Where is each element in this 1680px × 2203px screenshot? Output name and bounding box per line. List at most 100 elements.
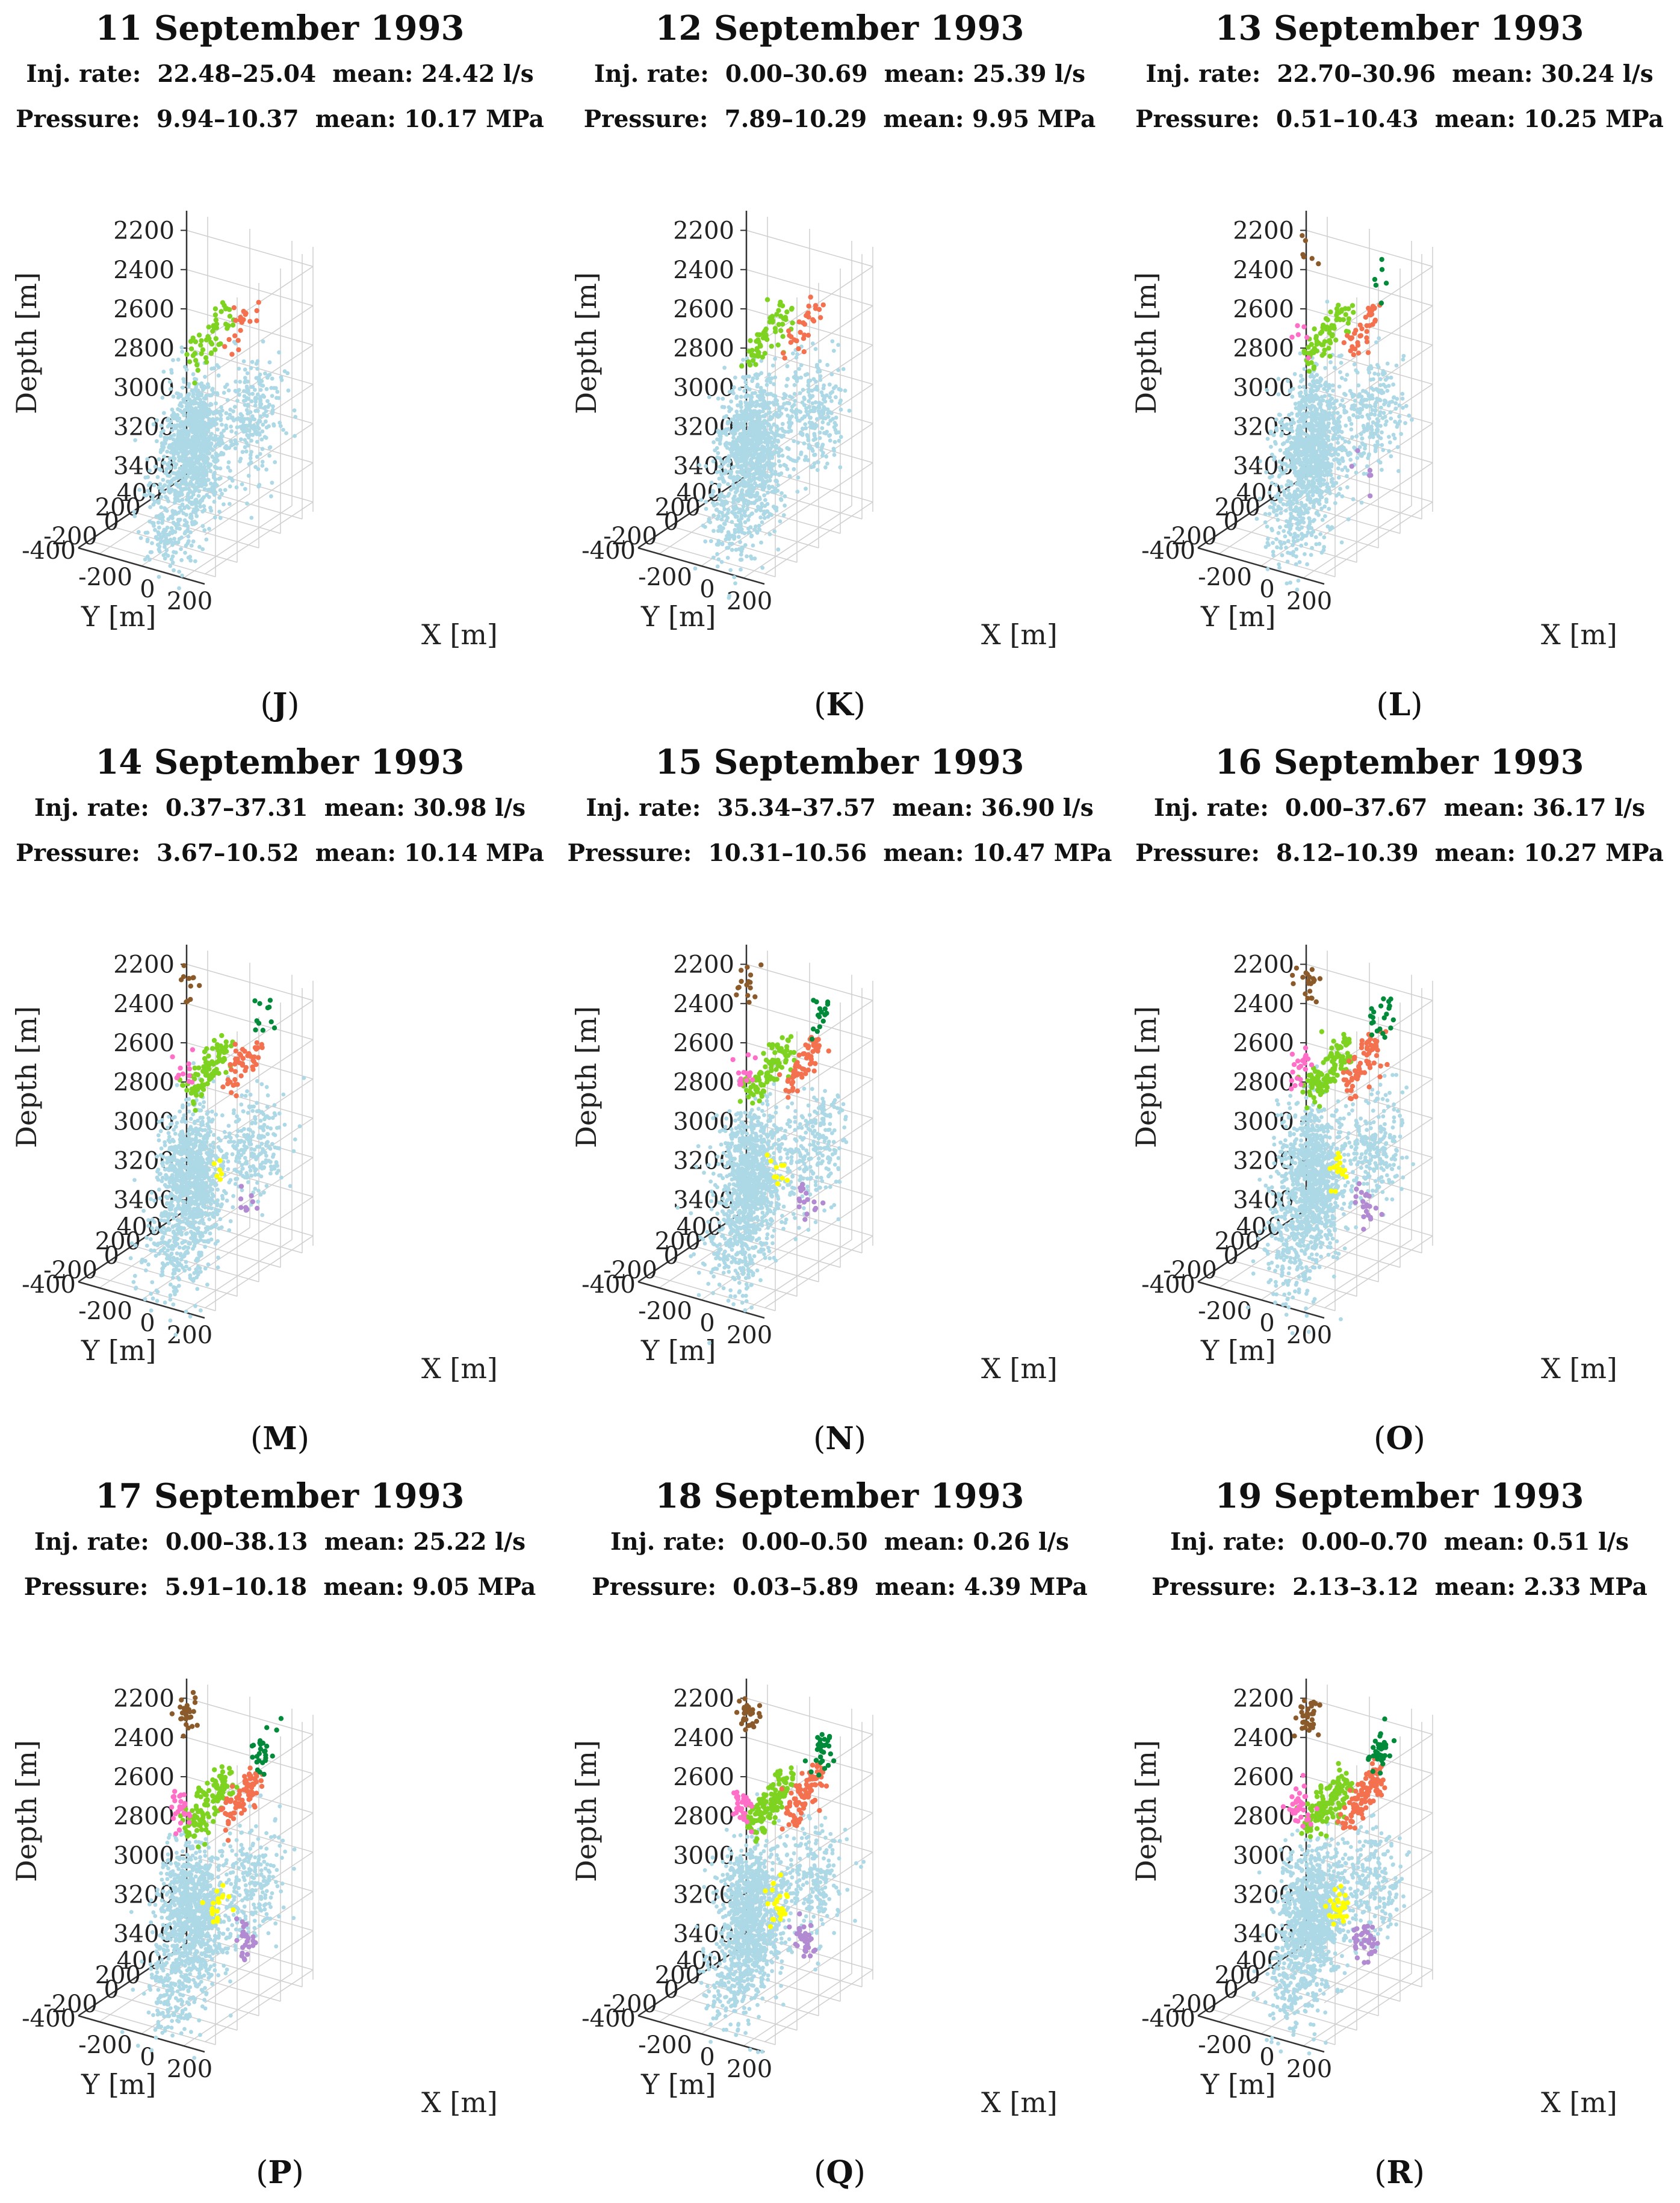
data-point	[1312, 346, 1317, 351]
data-point	[801, 388, 805, 392]
data-point	[1299, 467, 1304, 471]
data-point	[244, 408, 249, 412]
data-point	[239, 437, 243, 442]
depth-axis-label: Depth [m]	[10, 272, 43, 414]
data-point	[721, 526, 725, 530]
data-point	[833, 427, 838, 432]
data-point	[807, 379, 811, 383]
data-point	[1313, 419, 1318, 424]
data-point	[224, 426, 229, 430]
data-point	[1397, 403, 1402, 408]
data-point	[164, 509, 169, 513]
data-point	[739, 464, 744, 468]
data-point	[1361, 388, 1365, 393]
data-point	[1348, 348, 1353, 353]
data-point	[1318, 483, 1323, 488]
data-point	[1360, 414, 1365, 419]
data-point	[1344, 423, 1348, 428]
data-point	[1317, 541, 1322, 546]
data-point	[1300, 525, 1304, 530]
data-point	[238, 328, 243, 333]
data-point	[1278, 539, 1282, 544]
data-point	[1324, 450, 1328, 455]
data-point	[213, 433, 218, 438]
data-point	[1288, 526, 1293, 531]
data-point	[1271, 541, 1275, 545]
data-point	[816, 369, 820, 374]
y-tick-label: 0	[104, 508, 119, 536]
data-point	[243, 486, 247, 491]
data-point	[253, 1120, 258, 1125]
data-point	[166, 553, 170, 558]
data-point	[1304, 414, 1308, 418]
data-point	[1274, 417, 1279, 422]
data-point	[155, 418, 160, 423]
data-point	[1340, 436, 1345, 441]
data-point	[766, 446, 771, 451]
grid-line	[186, 347, 314, 385]
data-point	[1278, 412, 1282, 417]
data-point	[745, 408, 749, 412]
data-point	[1342, 405, 1347, 409]
x-tick-label: 200	[167, 588, 212, 615]
data-point	[160, 396, 165, 400]
data-point	[732, 507, 736, 512]
data-point	[1263, 512, 1268, 517]
data-point	[216, 373, 221, 378]
data-point	[145, 457, 150, 462]
data-point	[1318, 442, 1323, 446]
y-tick-label: -400	[1141, 537, 1195, 565]
data-point	[211, 417, 215, 421]
data-point	[1337, 354, 1342, 358]
data-point	[200, 547, 205, 552]
data-point	[770, 400, 775, 405]
data-point	[741, 451, 746, 455]
data-point	[147, 491, 152, 496]
data-point	[188, 427, 193, 431]
data-point	[719, 473, 724, 477]
data-point	[747, 387, 752, 392]
data-point	[209, 424, 213, 429]
data-point	[802, 396, 807, 400]
data-point	[1306, 530, 1310, 535]
data-point	[193, 559, 197, 564]
data-point	[178, 403, 182, 408]
data-point	[731, 479, 736, 483]
data-point	[1364, 329, 1369, 334]
data-point	[761, 458, 766, 462]
data-point	[1292, 497, 1296, 502]
data-point	[163, 545, 167, 549]
data-point	[187, 505, 191, 510]
data-point	[188, 515, 193, 520]
data-point	[1295, 526, 1300, 530]
depth-tick-label: 2200	[673, 217, 734, 245]
data-point	[1328, 443, 1333, 447]
data-point	[767, 372, 772, 377]
data-point	[1315, 432, 1320, 437]
data-point	[763, 504, 767, 508]
data-point	[238, 459, 242, 464]
depth-axis-label: Depth [m]	[10, 1006, 43, 1148]
data-point	[737, 456, 742, 461]
data-point	[1349, 464, 1354, 469]
data-point	[1299, 536, 1304, 541]
data-point	[269, 494, 273, 499]
data-point	[188, 457, 193, 462]
data-point	[757, 429, 762, 433]
data-point	[1265, 524, 1269, 529]
panel-K: 12 September 1993 Inj. rate: 0.00–30.69 m…	[560, 0, 1120, 734]
data-point	[733, 527, 737, 532]
data-point	[216, 342, 222, 347]
data-point	[782, 402, 787, 406]
data-point	[732, 486, 736, 490]
data-point	[739, 567, 743, 572]
data-point	[812, 461, 817, 466]
data-point	[739, 435, 743, 440]
data-point	[742, 501, 746, 506]
data-point	[263, 420, 268, 424]
data-point	[1343, 465, 1348, 470]
depth-tick-label: 2600	[673, 296, 734, 323]
data-point	[1374, 387, 1378, 391]
data-point	[1300, 518, 1304, 523]
data-point	[788, 340, 793, 345]
